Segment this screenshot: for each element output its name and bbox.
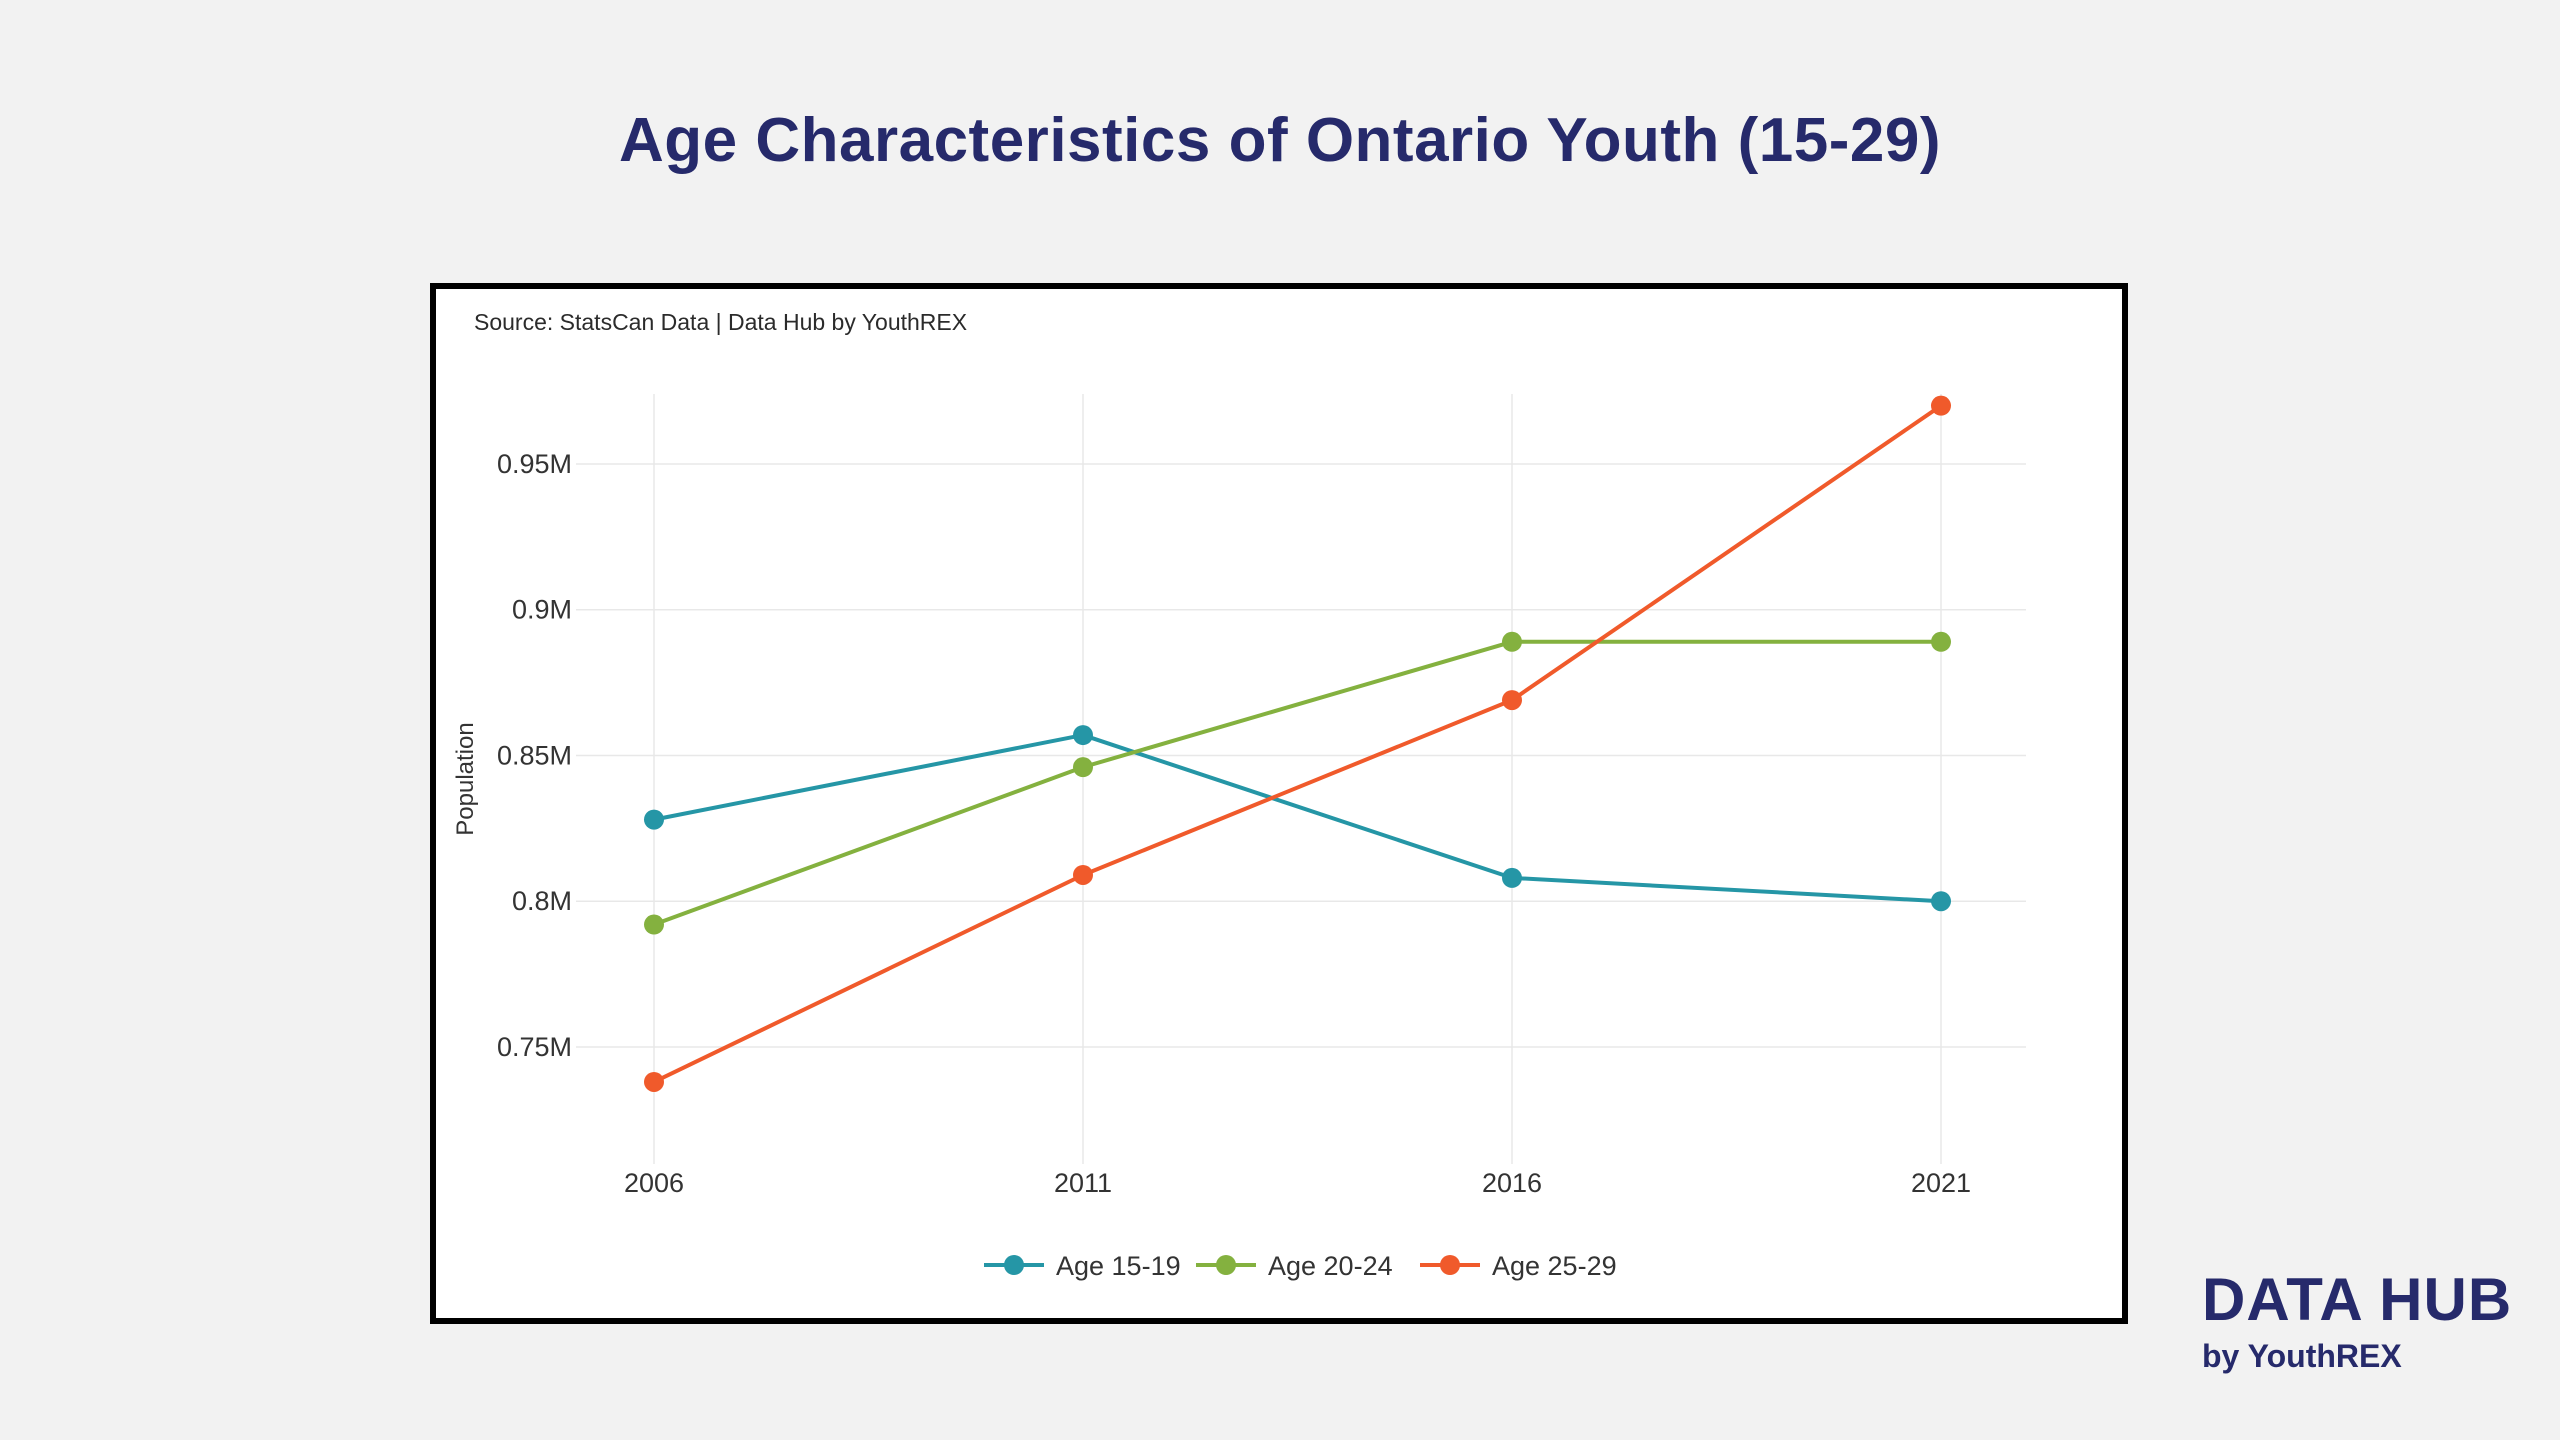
data-point bbox=[1073, 864, 1093, 885]
brand-name: DATA HUB bbox=[2202, 1266, 2513, 1333]
series-lines bbox=[653, 404, 1943, 1084]
legend-item: Age 25-29 bbox=[1420, 1251, 1617, 1281]
data-point bbox=[1931, 395, 1951, 416]
legend-label: Age 15-19 bbox=[1056, 1251, 1181, 1281]
series-line bbox=[653, 404, 1943, 1084]
legend-swatch-marker bbox=[1440, 1255, 1460, 1275]
data-point bbox=[644, 1071, 664, 1092]
y-tick-label: 0.95M bbox=[497, 449, 572, 479]
grid-lines bbox=[576, 394, 2026, 1164]
x-tick-label: 2006 bbox=[624, 1168, 684, 1198]
legend-swatch-marker bbox=[1004, 1255, 1024, 1275]
y-tick-label: 0.85M bbox=[497, 740, 572, 770]
source-note: Source: StatsCan Data | Data Hub by Yout… bbox=[474, 309, 968, 335]
series-line bbox=[653, 733, 1942, 904]
series-line bbox=[653, 639, 1941, 927]
legend-label: Age 25-29 bbox=[1492, 1251, 1617, 1281]
series-points bbox=[644, 395, 1951, 1092]
data-point bbox=[1931, 891, 1951, 912]
chart-frame: Source: StatsCan Data | Data Hub by Yout… bbox=[430, 283, 2128, 1324]
data-point bbox=[1502, 631, 1522, 652]
page-title: Age Characteristics of Ontario Youth (15… bbox=[618, 106, 1941, 175]
legend: Age 15-19 Age 20-24 Age 25-29 bbox=[984, 1251, 1617, 1281]
line-chart: 0.75M 0.8M 0.85M 0.9M 0.95M 2006 2011 2016 2021… bbox=[452, 394, 2026, 1281]
data-point bbox=[1502, 690, 1522, 711]
y-tick-label: 0.75M bbox=[497, 1032, 572, 1062]
x-tick-labels: 2006 2011 2016 2021 bbox=[624, 1168, 1971, 1198]
data-point bbox=[644, 809, 664, 830]
y-tick-label: 0.8M bbox=[512, 886, 572, 916]
x-tick-label: 2011 bbox=[1054, 1168, 1112, 1198]
legend-label: Age 20-24 bbox=[1268, 1251, 1393, 1281]
brand-byline: by YouthREX bbox=[2202, 1338, 2402, 1374]
data-point bbox=[1502, 867, 1522, 888]
data-point bbox=[1931, 631, 1951, 652]
y-tick-labels: 0.75M 0.8M 0.85M 0.9M 0.95M bbox=[497, 449, 572, 1062]
data-point bbox=[1073, 757, 1093, 778]
legend-item: Age 20-24 bbox=[1196, 1251, 1393, 1281]
data-point bbox=[1073, 725, 1093, 746]
y-axis-label: Population bbox=[452, 722, 479, 835]
x-tick-label: 2016 bbox=[1482, 1168, 1542, 1198]
y-tick-label: 0.9M bbox=[512, 595, 572, 625]
x-tick-label: 2021 bbox=[1911, 1168, 1971, 1198]
legend-swatch-marker bbox=[1216, 1255, 1236, 1275]
legend-item: Age 15-19 bbox=[984, 1251, 1181, 1281]
brand-logo: DATA HUB by YouthREX bbox=[2202, 1268, 2512, 1376]
data-point bbox=[644, 914, 664, 935]
